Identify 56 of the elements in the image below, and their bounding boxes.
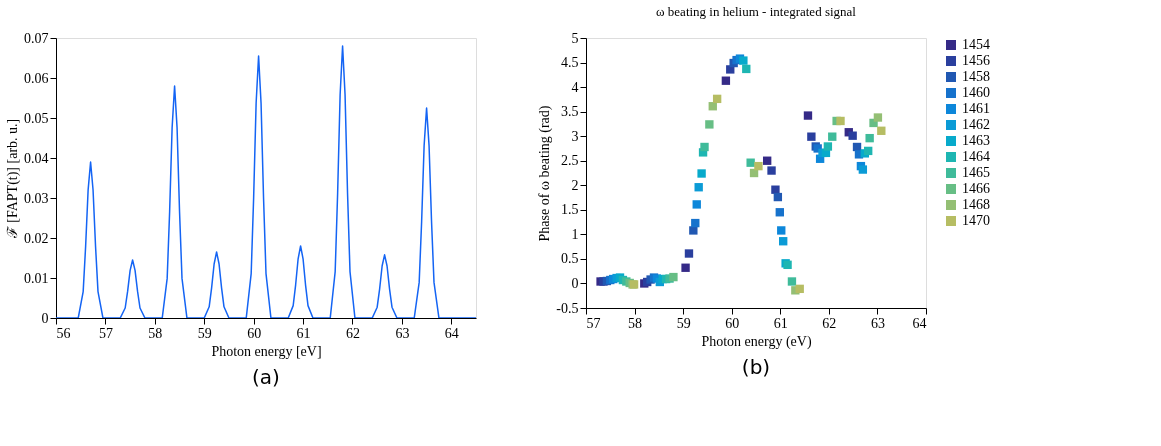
legend-label: 1470 xyxy=(962,213,990,228)
legend-label: 1465 xyxy=(962,165,990,180)
legend-label: 1463 xyxy=(962,133,990,148)
y-tick-label: 4 xyxy=(571,79,579,95)
x-tick-label: 60 xyxy=(725,315,740,331)
x-axis-title: Photon energy [eV] xyxy=(211,343,322,359)
y-tick-label: 0.5 xyxy=(561,251,579,267)
legend-label: 1460 xyxy=(962,85,990,100)
y-tick-label: 0 xyxy=(41,310,49,326)
y-tick-label: 2.5 xyxy=(561,153,579,169)
y-tick-label: 0.03 xyxy=(24,190,49,206)
x-tick-label: 64 xyxy=(912,315,927,331)
y-tick-label: 2 xyxy=(571,177,579,193)
x-tick-label: 62 xyxy=(822,315,837,331)
y-tick-label: 4.5 xyxy=(561,55,579,71)
y-tick-label: 0.01 xyxy=(24,270,49,286)
y-tick-label: 1 xyxy=(571,226,579,242)
x-tick-label: 56 xyxy=(56,325,71,341)
x-tick-label: 58 xyxy=(628,315,643,331)
legend-label: 1456 xyxy=(962,53,990,68)
x-tick-label: 57 xyxy=(586,315,601,331)
legend-label: 1466 xyxy=(962,181,990,196)
legend-label: 1461 xyxy=(962,101,990,116)
x-tick-label: 58 xyxy=(148,325,163,341)
y-tick-label: 0.05 xyxy=(24,110,49,126)
legend-label: 1464 xyxy=(962,149,990,164)
legend-label: 1468 xyxy=(962,197,990,212)
x-tick-label: 62 xyxy=(345,325,360,341)
legend-label: 1462 xyxy=(962,117,990,132)
y-tick-label: 0.02 xyxy=(24,230,49,246)
x-tick-label: 63 xyxy=(870,315,885,331)
x-tick-label: 59 xyxy=(197,325,212,341)
x-tick-label: 61 xyxy=(773,315,788,331)
x-tick-label: 64 xyxy=(444,325,459,341)
x-tick-label: 63 xyxy=(395,325,410,341)
y-axis-title: ℱ [FAPT(t)] [arb. u.] xyxy=(5,118,21,240)
x-tick-label: 57 xyxy=(98,325,113,341)
x-tick-label: 61 xyxy=(296,325,311,341)
y-axis-title: Phase of ω beating (rad) xyxy=(537,105,554,242)
y-tick-label: 0.04 xyxy=(24,150,49,166)
y-tick-label: 0 xyxy=(571,275,579,291)
chart-title: ω beating in helium - integrated signal xyxy=(656,4,857,19)
y-tick-label: 3.5 xyxy=(561,104,579,120)
legend-label: 1458 xyxy=(962,69,990,84)
y-tick-label: 0.07 xyxy=(24,30,49,46)
y-tick-label: -0.5 xyxy=(556,300,579,316)
text: (a) xyxy=(252,365,280,389)
x-tick-label: 59 xyxy=(676,315,691,331)
y-tick-label: 5 xyxy=(571,30,579,46)
text: (b) xyxy=(741,355,771,379)
y-tick-label: 0.06 xyxy=(24,70,49,86)
y-tick-label: 1.5 xyxy=(561,202,579,218)
y-tick-label: 3 xyxy=(571,128,579,144)
x-axis-title: Photon energy (eV) xyxy=(701,333,812,350)
legend-label: 1454 xyxy=(962,37,990,52)
x-tick-label: 60 xyxy=(247,325,262,341)
